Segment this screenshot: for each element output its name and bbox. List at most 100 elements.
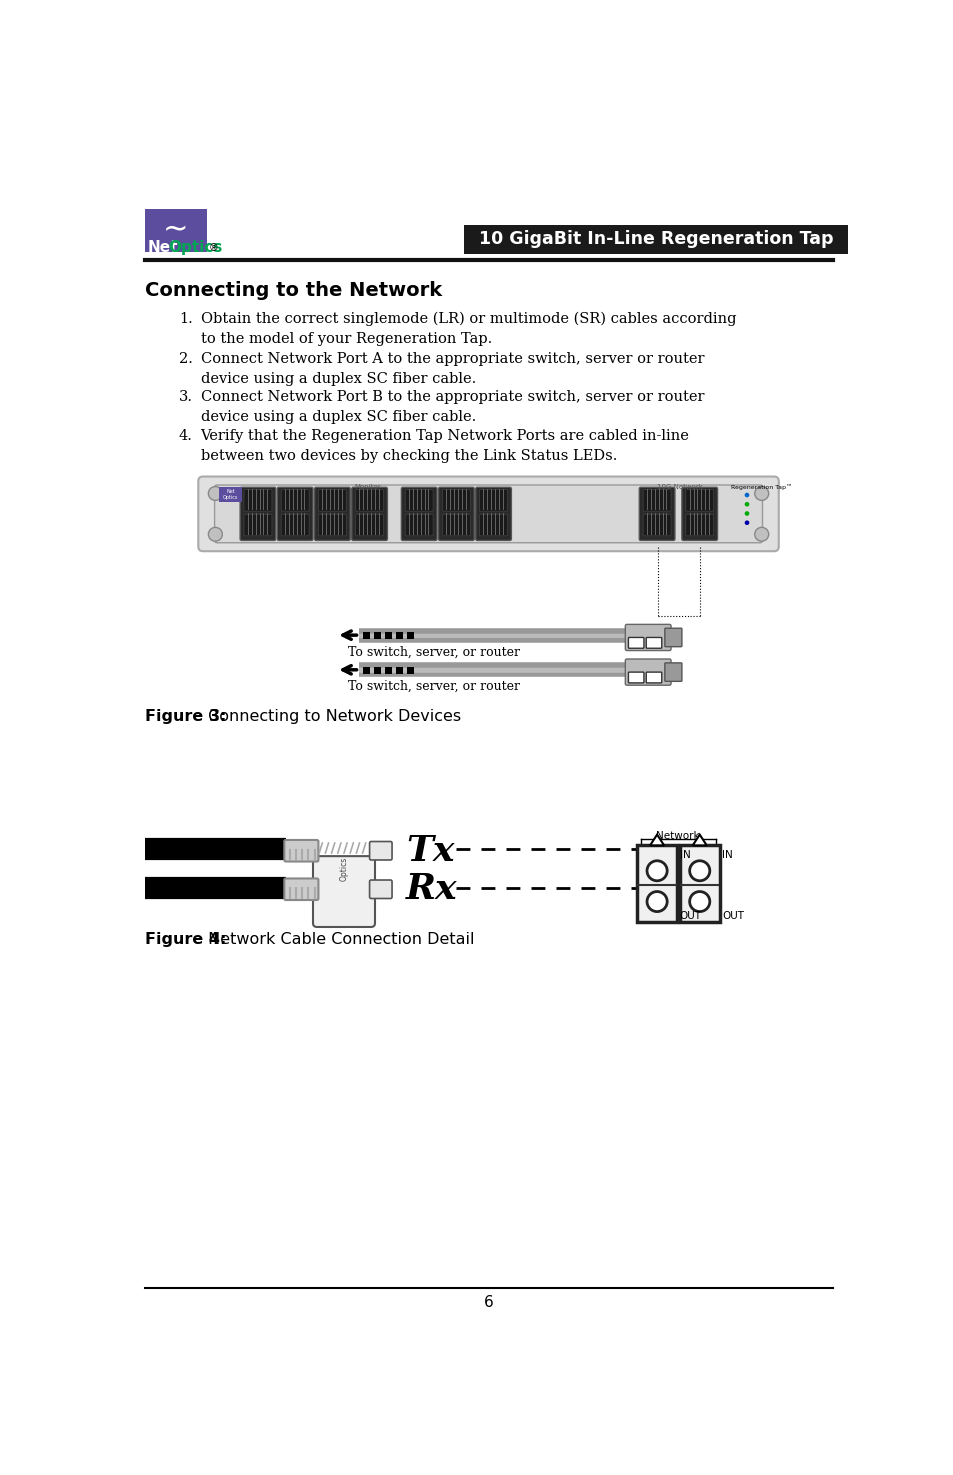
Text: Connecting to Network Devices: Connecting to Network Devices [203, 708, 460, 724]
Text: Net: Net [148, 239, 178, 255]
Circle shape [754, 487, 768, 500]
Text: IN: IN [679, 850, 690, 860]
FancyBboxPatch shape [363, 633, 370, 639]
FancyBboxPatch shape [281, 515, 309, 535]
FancyBboxPatch shape [145, 208, 207, 252]
FancyBboxPatch shape [624, 624, 670, 650]
FancyBboxPatch shape [479, 515, 507, 535]
FancyBboxPatch shape [277, 487, 313, 540]
Text: Connecting to the Network: Connecting to the Network [145, 282, 441, 301]
FancyBboxPatch shape [318, 515, 346, 535]
FancyBboxPatch shape [318, 490, 346, 512]
Text: ∼: ∼ [163, 215, 189, 243]
Circle shape [744, 521, 748, 525]
FancyBboxPatch shape [637, 845, 677, 922]
FancyBboxPatch shape [198, 476, 778, 552]
FancyBboxPatch shape [244, 515, 272, 535]
FancyBboxPatch shape [363, 667, 370, 674]
FancyBboxPatch shape [395, 667, 402, 674]
FancyBboxPatch shape [438, 487, 474, 540]
Text: ®: ® [208, 243, 218, 252]
FancyBboxPatch shape [442, 515, 470, 535]
Text: Network Cable Connection Detail: Network Cable Connection Detail [203, 932, 474, 947]
FancyBboxPatch shape [401, 487, 436, 540]
FancyBboxPatch shape [374, 667, 381, 674]
FancyBboxPatch shape [284, 839, 318, 861]
FancyBboxPatch shape [313, 855, 375, 926]
FancyBboxPatch shape [219, 487, 242, 502]
Text: 2.: 2. [179, 353, 193, 366]
Text: Figure 4:: Figure 4: [145, 932, 226, 947]
Text: To switch, server, or router: To switch, server, or router [348, 646, 519, 659]
Text: 10G Network: 10G Network [656, 484, 701, 490]
Text: Network: Network [656, 830, 700, 841]
Text: Regeneration Tap™: Regeneration Tap™ [731, 484, 792, 490]
FancyBboxPatch shape [284, 879, 318, 900]
Text: Figure 3:: Figure 3: [145, 708, 226, 724]
FancyBboxPatch shape [355, 515, 383, 535]
Text: 3.: 3. [178, 391, 193, 404]
FancyBboxPatch shape [214, 485, 761, 543]
FancyBboxPatch shape [685, 515, 713, 535]
Circle shape [208, 487, 222, 500]
Text: Rx: Rx [406, 872, 457, 906]
FancyBboxPatch shape [681, 487, 717, 540]
Text: IN: IN [721, 850, 732, 860]
FancyBboxPatch shape [385, 633, 392, 639]
FancyBboxPatch shape [385, 667, 392, 674]
FancyBboxPatch shape [628, 673, 643, 683]
Text: Optics: Optics [168, 239, 222, 255]
FancyBboxPatch shape [442, 490, 470, 512]
FancyBboxPatch shape [406, 667, 414, 674]
Circle shape [208, 528, 222, 541]
FancyBboxPatch shape [281, 490, 309, 512]
Text: 1.: 1. [179, 311, 193, 326]
Text: To switch, server, or router: To switch, server, or router [348, 680, 519, 693]
FancyBboxPatch shape [464, 224, 847, 254]
FancyBboxPatch shape [624, 659, 670, 686]
FancyBboxPatch shape [314, 487, 350, 540]
FancyBboxPatch shape [628, 637, 643, 648]
FancyBboxPatch shape [395, 633, 402, 639]
Circle shape [744, 512, 748, 516]
Polygon shape [692, 835, 706, 845]
FancyBboxPatch shape [679, 845, 720, 922]
Circle shape [689, 861, 709, 881]
Circle shape [744, 493, 748, 497]
Circle shape [646, 861, 666, 881]
Circle shape [744, 502, 748, 506]
Circle shape [646, 891, 666, 912]
FancyBboxPatch shape [374, 633, 381, 639]
Text: Net
Optics: Net Optics [223, 488, 238, 500]
FancyBboxPatch shape [244, 490, 272, 512]
Text: Obtain the correct singlemode (LR) or multimode (SR) cables according
to the mod: Obtain the correct singlemode (LR) or mu… [200, 311, 736, 347]
Text: 4.: 4. [179, 429, 193, 442]
Text: Monitor: Monitor [354, 484, 380, 490]
Text: 6: 6 [483, 1295, 494, 1310]
FancyBboxPatch shape [355, 490, 383, 512]
FancyBboxPatch shape [642, 490, 670, 512]
FancyBboxPatch shape [645, 673, 661, 683]
FancyBboxPatch shape [664, 662, 681, 681]
FancyBboxPatch shape [685, 490, 713, 512]
FancyBboxPatch shape [642, 515, 670, 535]
FancyBboxPatch shape [476, 487, 511, 540]
Circle shape [689, 891, 709, 912]
Text: Optics: Optics [339, 857, 348, 881]
FancyBboxPatch shape [639, 487, 674, 540]
Polygon shape [649, 835, 663, 845]
FancyBboxPatch shape [352, 487, 387, 540]
FancyBboxPatch shape [369, 842, 392, 860]
FancyBboxPatch shape [240, 487, 275, 540]
Text: Tx: Tx [406, 833, 454, 867]
FancyBboxPatch shape [479, 490, 507, 512]
FancyBboxPatch shape [664, 628, 681, 646]
Text: Verify that the Regeneration Tap Network Ports are cabled in-line
between two de: Verify that the Regeneration Tap Network… [200, 429, 689, 463]
FancyBboxPatch shape [645, 637, 661, 648]
Text: Connect Network Port B to the appropriate switch, server or router
device using : Connect Network Port B to the appropriat… [200, 391, 703, 425]
Text: OUT: OUT [679, 912, 700, 922]
Text: 10 GigaBit In-Line Regeneration Tap: 10 GigaBit In-Line Regeneration Tap [478, 230, 833, 248]
Text: OUT: OUT [721, 912, 743, 922]
FancyBboxPatch shape [406, 633, 414, 639]
FancyBboxPatch shape [405, 490, 433, 512]
